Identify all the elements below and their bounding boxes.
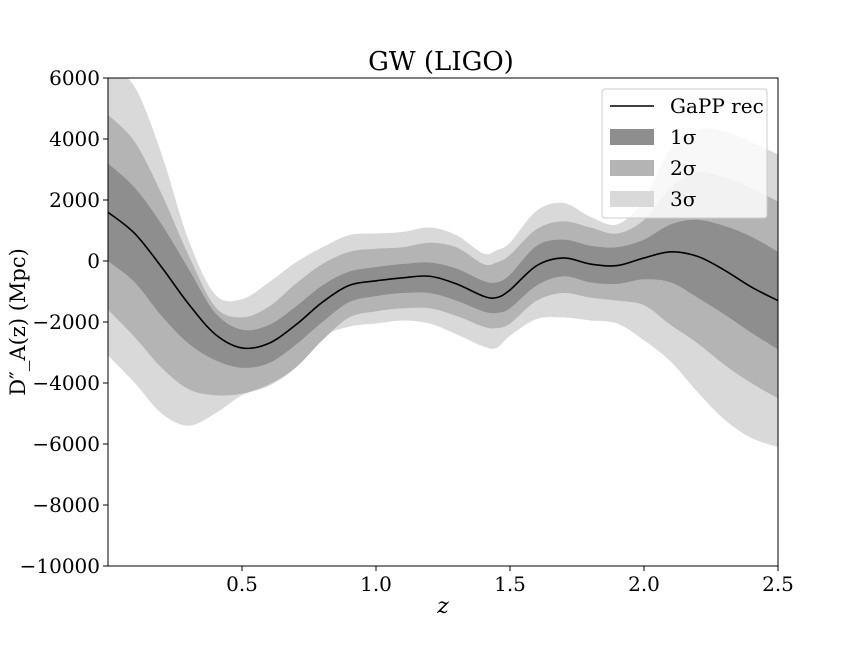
y-tick-label: −2000 (32, 310, 100, 334)
legend-label: GaPP rec (670, 94, 764, 118)
y-tick-label: −8000 (32, 493, 100, 517)
x-axis-label: z (436, 594, 449, 619)
legend-label: 3σ (670, 187, 697, 211)
x-axis-ticks: 0.5 1.0 1.5 2.0 2.5 (226, 566, 794, 596)
legend-label: 1σ (670, 125, 697, 149)
legend-label: 2σ (670, 156, 697, 180)
x-tick-label: 1.0 (360, 572, 392, 596)
y-tick-label: −4000 (32, 371, 100, 395)
series-lines (108, 211, 778, 350)
legend-box (601, 88, 768, 219)
confidence-bands (108, 78, 778, 448)
y-tick-label: 2000 (49, 188, 100, 212)
y-axis-label: D″_A(z) (Mpc) (6, 248, 30, 396)
y-tick-label: 4000 (49, 127, 100, 151)
y-tick-label: −6000 (32, 432, 100, 456)
x-tick-label: 0.5 (226, 572, 258, 596)
y-axis-ticks: 6000 4000 2000 0 −2000 −4000 −6000 −8000 −10000 (20, 66, 108, 578)
legend-swatch-patch (610, 191, 654, 207)
y-tick-label: 6000 (49, 66, 100, 90)
y-tick-label: −10000 (20, 554, 100, 578)
legend: GaPP rec 1σ 2σ 3σ (601, 88, 768, 219)
x-tick-label: 2.5 (762, 572, 794, 596)
legend-swatch-patch (610, 160, 654, 176)
band-1sigma (108, 163, 778, 368)
legend-swatch-patch (610, 129, 654, 145)
x-tick-label: 1.5 (494, 572, 526, 596)
y-tick-label: 0 (87, 249, 100, 273)
x-tick-label: 2.0 (628, 572, 660, 596)
series-line-gapp-rec (108, 211, 778, 350)
chart-title: GW (LIGO) (368, 47, 514, 77)
